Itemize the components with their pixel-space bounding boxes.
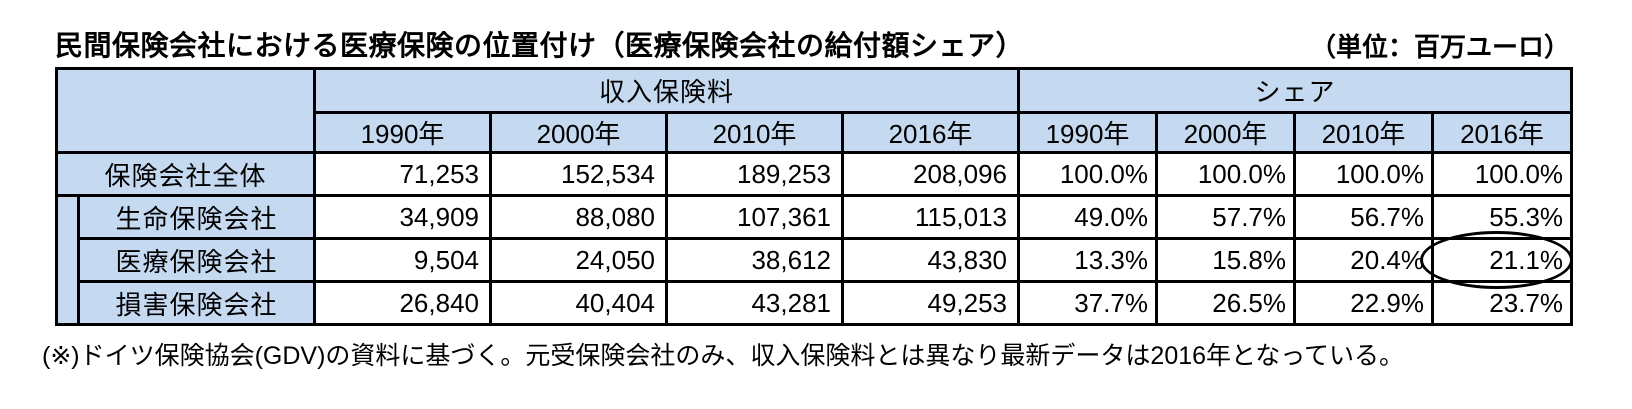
premium-value: 26,840 <box>313 280 492 326</box>
share-value: 20.4% <box>1293 237 1435 283</box>
premium-value: 40,404 <box>489 280 668 326</box>
premium-value: 115,013 <box>840 194 1021 240</box>
share-value: 23.7% <box>1431 280 1574 326</box>
title-row: 民間保険会社における医療保険の位置付け（医療保険会社の給付額シェア） （単位：百… <box>55 24 1570 64</box>
premium-value: 189,253 <box>665 151 844 197</box>
table-row-all-insurers: 保険会社全体 71,253 152,534 189,253 208,096 10… <box>55 151 1574 197</box>
share-value: 49.0% <box>1017 194 1159 240</box>
premium-value: 152,534 <box>489 151 668 197</box>
corner-blank-cell <box>55 67 316 154</box>
table-row-medical-insurers: 医療保険会社 9,504 24,050 38,612 43,830 13.3% … <box>57 231 1574 289</box>
unit-label: （単位：百万ユーロ） <box>1309 32 1570 62</box>
row-label: 医療保険会社 <box>77 237 316 283</box>
footnote: (※)ドイツ保険協会(GDV)の資料に基づく。元受保険会社のみ、収入保険料とは異… <box>42 342 1405 370</box>
row-label: 保険会社全体 <box>55 151 316 197</box>
premium-value: 34,909 <box>313 194 492 240</box>
year-header: 2016年 <box>840 111 1021 154</box>
year-header: 1990年 <box>1017 111 1159 154</box>
year-header: 2000年 <box>489 111 668 154</box>
premium-value: 88,080 <box>489 194 668 240</box>
share-value: 56.7% <box>1293 194 1435 240</box>
premium-value: 208,096 <box>840 151 1021 197</box>
share-value: 100.0% <box>1431 151 1574 197</box>
share-value: 13.3% <box>1017 237 1159 283</box>
share-value: 55.3% <box>1431 194 1574 240</box>
report-page: 民間保険会社における医療保険の位置付け（医療保険会社の給付額シェア） （単位：百… <box>0 24 1632 409</box>
row-label: 生命保険会社 <box>77 194 316 240</box>
premium-value: 9,504 <box>313 237 492 283</box>
share-value-highlighted: 21.1% <box>1420 231 1574 289</box>
premium-value: 107,361 <box>665 194 844 240</box>
year-header: 2010年 <box>665 111 844 154</box>
table-row-nonlife-insurers: 損害保険会社 26,840 40,404 43,281 49,253 37.7%… <box>57 280 1574 326</box>
share-value: 57.7% <box>1155 194 1297 240</box>
share-value: 21.1% <box>1489 244 1564 275</box>
group-header-premium: 収入保険料 <box>312 67 1021 114</box>
premium-value: 43,830 <box>840 237 1021 283</box>
indent-strip <box>55 194 80 326</box>
share-value: 15.8% <box>1155 237 1297 283</box>
year-header: 1990年 <box>313 111 492 154</box>
year-header: 2010年 <box>1293 111 1435 154</box>
insurance-share-table: 収入保険料 シェア 1990年 2000年 2010年 2016年 1990年 … <box>55 67 1574 326</box>
share-value: 100.0% <box>1293 151 1435 197</box>
share-value: 100.0% <box>1155 151 1297 197</box>
page-title: 民間保険会社における医療保険の位置付け（医療保険会社の給付額シェア） <box>55 30 1025 61</box>
year-header: 2016年 <box>1431 111 1574 154</box>
share-value: 37.7% <box>1017 280 1159 326</box>
premium-value: 38,612 <box>665 237 844 283</box>
table-row-life-insurers: 生命保険会社 34,909 88,080 107,361 115,013 49.… <box>55 194 1574 326</box>
row-label: 損害保険会社 <box>77 280 316 326</box>
premium-value: 24,050 <box>489 237 668 283</box>
share-value: 100.0% <box>1017 151 1159 197</box>
premium-value: 43,281 <box>665 280 844 326</box>
share-value: 26.5% <box>1155 280 1297 326</box>
share-value: 22.9% <box>1293 280 1435 326</box>
year-header: 2000年 <box>1155 111 1297 154</box>
premium-value: 49,253 <box>840 280 1021 326</box>
group-header-share: シェア <box>1017 67 1574 114</box>
premium-value: 71,253 <box>313 151 492 197</box>
